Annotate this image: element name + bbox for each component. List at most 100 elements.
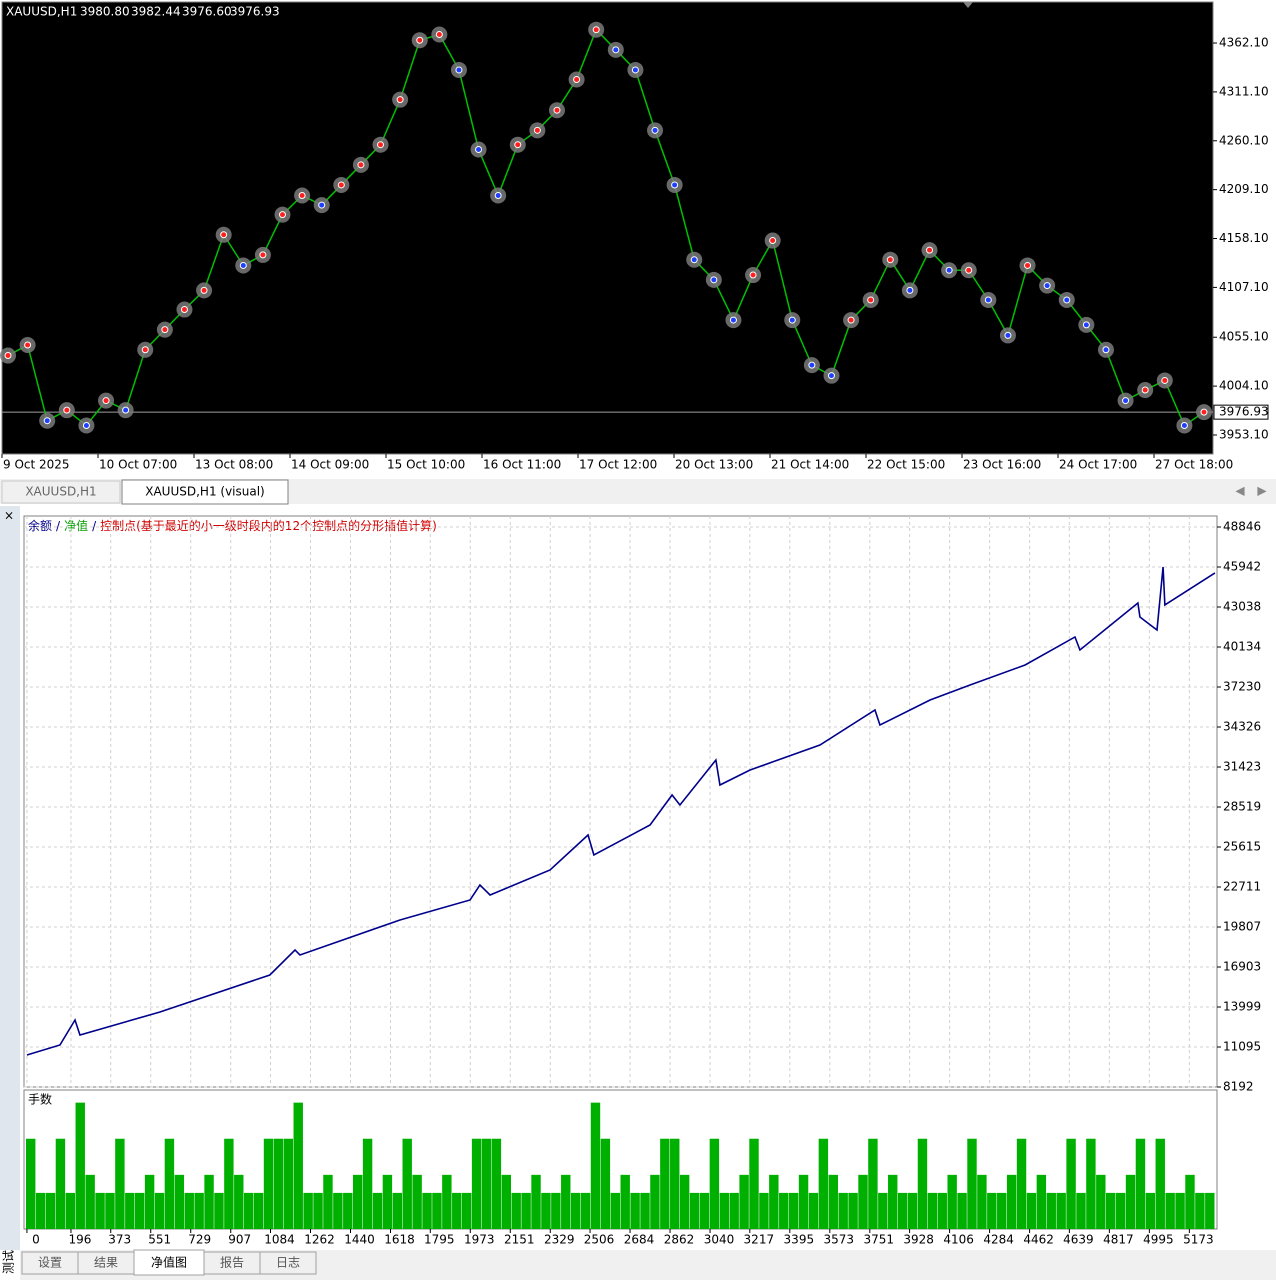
price-dot [278, 211, 286, 219]
price-dot [631, 66, 639, 74]
y-tick-label: 4209.10 [1219, 182, 1269, 196]
price-dot [671, 181, 679, 189]
volume-bar [204, 1174, 214, 1229]
x-tick-label: 2329 [544, 1233, 575, 1247]
volume-bar [739, 1174, 749, 1229]
price-dot [161, 326, 169, 334]
volume-bar [937, 1192, 947, 1229]
volume-bar [1115, 1192, 1126, 1229]
equity-line [26, 566, 1216, 1056]
volume-bar [1036, 1174, 1047, 1229]
tab-label[interactable]: 报告 [220, 1255, 244, 1270]
price-dot [141, 346, 149, 354]
scroll-right[interactable]: ▶ [1257, 484, 1267, 498]
price-dot [827, 372, 835, 380]
price-dot [1200, 408, 1208, 416]
volume-bar [1106, 1192, 1116, 1229]
volume-bar [154, 1192, 165, 1229]
tab-label[interactable]: 净值图 [151, 1255, 187, 1270]
close-button[interactable]: × [4, 509, 14, 523]
price-dot [475, 145, 483, 153]
y-tick-label: 31423 [1223, 760, 1261, 774]
volume-bar [1135, 1138, 1146, 1229]
y-tick-label: 4158.10 [1219, 231, 1269, 245]
volume-bar [888, 1174, 898, 1229]
volume-bar [927, 1192, 938, 1229]
volume-bar [442, 1174, 452, 1229]
x-tick-label: 20 Oct 13:00 [675, 458, 753, 472]
volume-bar [392, 1192, 403, 1229]
tab-active[interactable] [121, 479, 289, 505]
price-dot [788, 316, 796, 324]
volume-bar [273, 1138, 284, 1229]
volume-bar [313, 1192, 323, 1229]
volume-bar [1056, 1192, 1066, 1229]
volume-bar [660, 1138, 670, 1229]
x-tick-label: 1618 [384, 1233, 415, 1247]
price-dot [612, 46, 620, 54]
price-dot [847, 316, 855, 324]
volume-bar [967, 1138, 977, 1229]
x-tick-label: 21 Oct 14:00 [771, 458, 849, 472]
y-tick-label: 25615 [1223, 840, 1261, 854]
price-dot [1082, 321, 1090, 329]
x-tick-label: 14 Oct 09:00 [291, 458, 369, 472]
scroll-left[interactable]: ◀ [1235, 484, 1245, 498]
volume-bar [719, 1192, 729, 1229]
tab-label[interactable]: XAUUSD,H1 [25, 485, 96, 499]
volume-bar [95, 1192, 105, 1229]
volume-bar [699, 1192, 710, 1229]
volume-bar [808, 1192, 819, 1229]
x-tick-label: 5173 [1183, 1233, 1214, 1247]
volume-bar [283, 1138, 294, 1229]
volume-bar [1155, 1138, 1165, 1229]
x-tick-label: 551 [148, 1233, 171, 1247]
y-tick-label: 22711 [1223, 880, 1261, 894]
x-tick-label: 1440 [344, 1233, 375, 1247]
y-tick-label: 19807 [1223, 920, 1261, 934]
tab[interactable] [259, 1251, 317, 1275]
volume-bar [343, 1192, 353, 1229]
volume-bar [1205, 1192, 1215, 1229]
price-dot [1102, 346, 1110, 354]
price-dot [435, 30, 443, 38]
tab[interactable] [1, 480, 121, 504]
volume-bar [263, 1138, 274, 1229]
tab-label[interactable]: 设置 [38, 1256, 62, 1270]
volume-bar [848, 1192, 858, 1229]
volume-bar [531, 1174, 541, 1229]
price-dot [63, 406, 71, 414]
volume-bar [749, 1138, 759, 1229]
y-tick-label: 48846 [1223, 520, 1261, 534]
volume-bar [1145, 1192, 1156, 1229]
volume-bar [620, 1174, 630, 1229]
price-dot [396, 96, 404, 104]
y-tick-label: 4055.10 [1219, 330, 1269, 344]
volume-bar [1086, 1138, 1096, 1229]
volume-bar [907, 1192, 918, 1229]
x-tick-label: 23 Oct 16:00 [963, 458, 1041, 472]
volume-bar [788, 1192, 799, 1229]
shift-marker [963, 2, 973, 8]
volume-bar [1006, 1174, 1017, 1229]
tab-label[interactable]: 日志 [276, 1256, 300, 1270]
price-dot [749, 271, 757, 279]
tab-label[interactable]: XAUUSD,H1 (visual) [145, 485, 264, 499]
volume-bar [125, 1192, 135, 1229]
volume-bar [987, 1192, 997, 1229]
volume-bar [452, 1192, 462, 1229]
x-tick-label: 1795 [424, 1233, 455, 1247]
volume-bar [1076, 1192, 1086, 1229]
price-dot [1024, 261, 1032, 269]
volume-bar [670, 1138, 680, 1229]
tab-label[interactable]: 结果 [94, 1256, 118, 1270]
x-tick-label: 4817 [1103, 1233, 1134, 1247]
price-dot [1122, 397, 1130, 405]
x-tick-label: 4995 [1143, 1233, 1174, 1247]
x-tick-label: 2506 [584, 1233, 615, 1247]
tab-active[interactable] [133, 1249, 205, 1276]
x-tick-label: 1084 [264, 1233, 295, 1247]
y-tick-label: 40134 [1223, 640, 1261, 654]
volume-bar [650, 1174, 660, 1229]
volume-bar [55, 1138, 66, 1229]
